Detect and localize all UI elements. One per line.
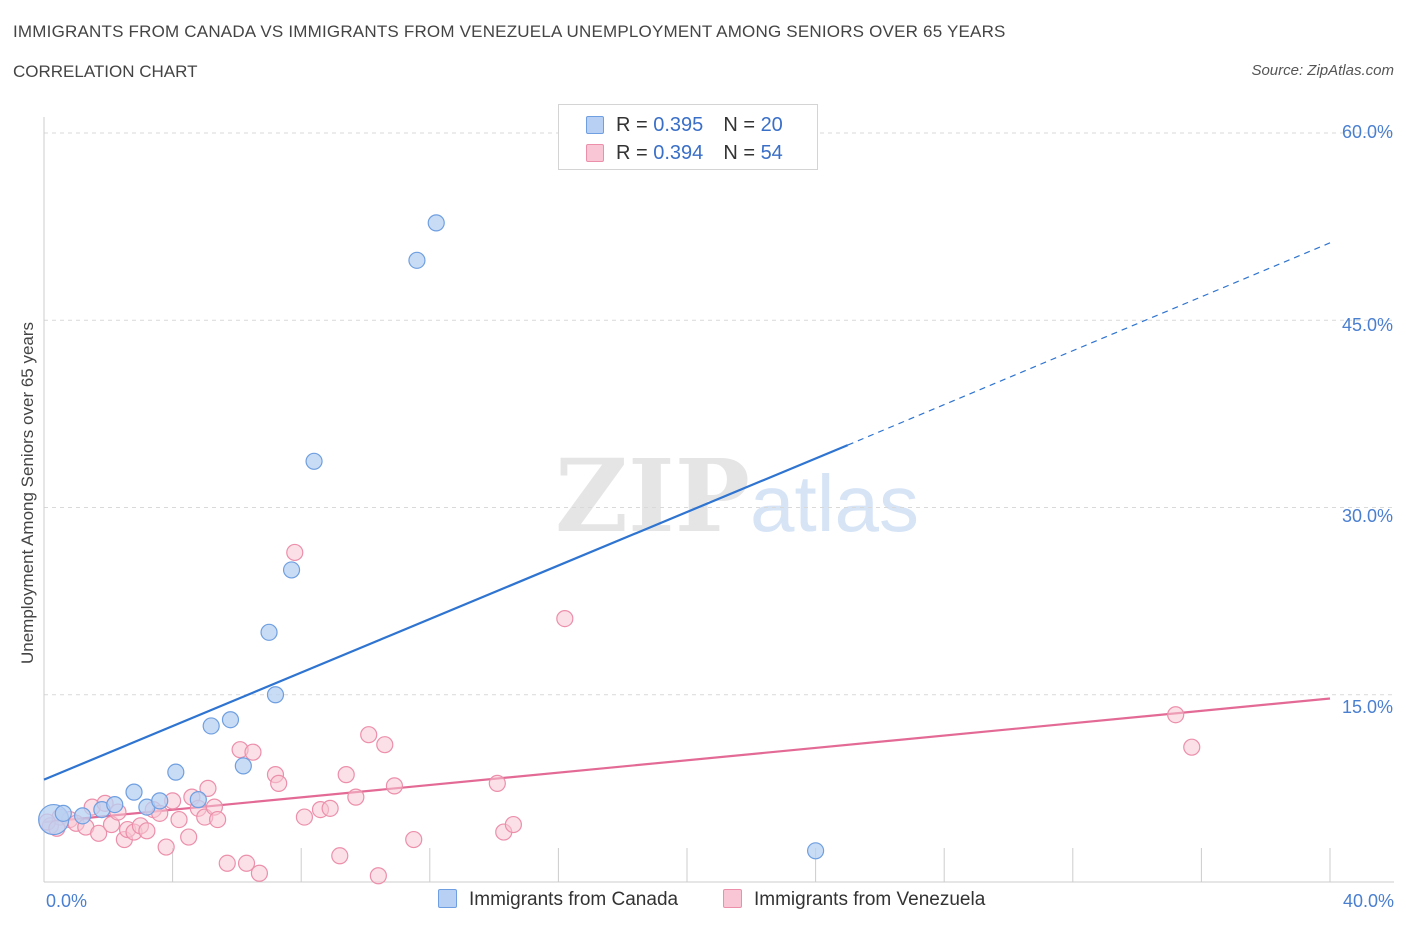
y-tick-label: 30.0% (1341, 506, 1393, 526)
venezuela-point (138, 822, 156, 840)
venezuela-point (488, 774, 506, 792)
canada-legend-label: Immigrants from Canada (469, 889, 679, 910)
venezuela-point (331, 847, 349, 865)
venezuela-point (209, 810, 227, 829)
canada-legend-swatch (438, 889, 457, 908)
y-tick-label: 15.0% (1341, 697, 1393, 717)
venezuela-point (556, 610, 574, 628)
venezuela-point (180, 828, 198, 846)
venezuela-point (199, 779, 217, 797)
venezuela-point (360, 726, 378, 744)
venezuela-point (237, 854, 256, 872)
canada-point (305, 452, 323, 470)
canada-trend-extension (847, 242, 1331, 446)
y-tick-label: 45.0% (1341, 315, 1393, 335)
canada-point (73, 807, 92, 825)
venezuela-point (270, 774, 288, 792)
venezuela-legend-label: Immigrants from Venezuela (754, 889, 986, 910)
venezuela-point (157, 838, 175, 856)
venezuela-point (90, 824, 108, 842)
canada-point (106, 796, 124, 814)
y-axis-label: Unemployment Among Seniors over 65 years (18, 321, 37, 665)
canada-point (266, 686, 285, 704)
venezuela-point (295, 808, 314, 826)
chart-subtitle: CORRELATION CHART (13, 62, 198, 81)
canada-point (806, 842, 825, 860)
venezuela-point (244, 743, 262, 761)
canada-point (260, 623, 278, 641)
venezuela-point (337, 766, 355, 784)
venezuela-point (321, 799, 339, 817)
canada-point (167, 763, 185, 781)
legend-row-canada: R = 0.395 N = 20 (586, 114, 783, 136)
legend-item-canada[interactable]: Immigrants from Canada (438, 889, 678, 911)
canada-swatch (586, 116, 604, 134)
x-tick-label: 0.0% (46, 891, 88, 911)
source-credit: Source: ZipAtlas.com (1251, 62, 1394, 79)
venezuela-point (504, 815, 522, 834)
venezuela-trend-line (43, 697, 1331, 824)
venezuela-r-value: 0.394 (653, 142, 704, 164)
x-tick-label: 40.0% (1342, 891, 1394, 911)
venezuela-point (1183, 738, 1201, 756)
y-tick-label: 60.0% (1341, 122, 1393, 142)
canada-r-value: 0.395 (653, 114, 704, 136)
canada-point (408, 251, 426, 269)
canada-n-value: 20 (760, 114, 783, 136)
canada-point (427, 214, 445, 232)
canada-point (54, 804, 72, 822)
legend-row-venezuela: R = 0.394 N = 54 (586, 142, 783, 164)
canada-trend-line (43, 444, 849, 781)
canada-point (151, 792, 169, 810)
venezuela-point (170, 810, 188, 829)
chart-title: IMMIGRANTS FROM CANADA VS IMMIGRANTS FRO… (13, 22, 1006, 41)
venezuela-point (250, 864, 269, 882)
canada-point (282, 561, 301, 579)
venezuela-legend-swatch (723, 889, 742, 908)
canada-point (125, 783, 143, 801)
venezuela-point (385, 777, 404, 795)
venezuela-point (218, 854, 236, 872)
correlation-legend: R = 0.395 N = 20 R = 0.394 N = 54 (558, 104, 818, 170)
venezuela-point (1167, 706, 1185, 724)
venezuela-point (376, 736, 394, 754)
venezuela-point (369, 867, 387, 885)
venezuela-point (286, 543, 304, 562)
venezuela-n-value: 54 (760, 142, 783, 164)
venezuela-swatch (586, 144, 604, 162)
canada-point (202, 717, 220, 735)
legend-item-venezuela[interactable]: Immigrants from Venezuela (723, 889, 985, 911)
canada-point (189, 791, 207, 809)
venezuela-point (347, 788, 365, 806)
canada-point (221, 711, 240, 729)
venezuela-point (405, 830, 423, 849)
canada-point (234, 757, 252, 775)
